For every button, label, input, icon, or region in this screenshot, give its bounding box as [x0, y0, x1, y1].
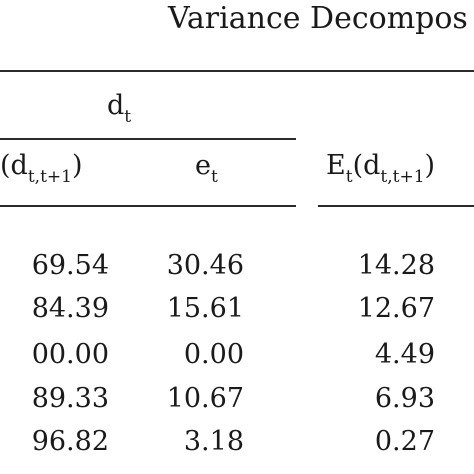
cell: 3.18 — [183, 426, 244, 457]
cell: 96.82 — [31, 426, 109, 457]
cell: 6.93 — [374, 383, 435, 414]
cell: 10.67 — [166, 383, 244, 414]
cell: 00.00 — [31, 339, 109, 370]
cell: 0.00 — [183, 339, 244, 370]
cell: 14.28 — [357, 250, 435, 281]
top-rule — [0, 70, 474, 72]
header-rule-right — [318, 205, 474, 207]
group-header-d: dt — [107, 90, 132, 127]
table-title: Variance Decompos — [168, 1, 468, 36]
col-header-d-tt1: (dt,t+1) — [0, 150, 83, 187]
cell: 30.46 — [166, 250, 244, 281]
cell: 69.54 — [31, 250, 109, 281]
cell: 89.33 — [31, 383, 109, 414]
cell: 15.61 — [166, 293, 244, 324]
cell: 84.39 — [31, 293, 109, 324]
cell: 4.49 — [374, 339, 435, 370]
group-rule — [0, 138, 296, 140]
cell: 0.27 — [374, 426, 435, 457]
header-rule-left — [0, 205, 296, 207]
cell: 12.67 — [357, 293, 435, 324]
col-header-e: et — [195, 150, 218, 187]
col-header-E-d: Et(dt,t+1) — [326, 150, 436, 187]
